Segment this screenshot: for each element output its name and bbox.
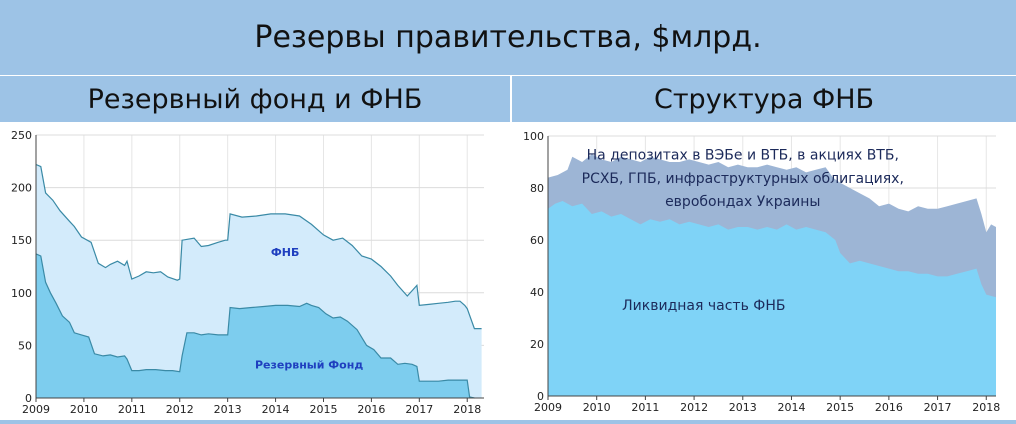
left-xtick-label-1: 2010	[70, 403, 98, 416]
left-line-1	[35, 253, 475, 399]
reserves-chart: 0 50 100 150 200 250 2009 2010 2011 2012 2013 2014 2…	[11, 129, 484, 416]
fnb-structure-chart: 0 20 40 60 80 100 2009 2010 2011 2012 2013 2014 2015…	[523, 130, 1000, 414]
right-xtick-label-2: 2011	[631, 401, 659, 414]
right-xtick-label-7: 2016	[875, 401, 903, 414]
left-xtick-label-3: 2012	[166, 403, 194, 416]
left-xtick-label-4: 2013	[214, 403, 242, 416]
right-xtick-label-0: 2009	[534, 401, 562, 414]
left-xtick-label-5: 2014	[262, 403, 290, 416]
left-ytick-label-1: 50	[18, 339, 32, 352]
left-ytick-label-2: 100	[11, 287, 32, 300]
left-line-2	[35, 163, 482, 330]
left-xtick-label-7: 2016	[357, 403, 385, 416]
left-ytick-label-4: 200	[11, 182, 32, 195]
right-xtick-label-1: 2010	[583, 401, 611, 414]
panel-divider	[510, 75, 512, 420]
left-chart-title: Резервный фонд и ФНБ	[87, 83, 423, 115]
right-ytick-label-5: 100	[523, 130, 544, 143]
left-ytick-label-3: 150	[11, 234, 32, 247]
right-ytick-label-1: 20	[530, 338, 544, 351]
right-xtick-label-9: 2018	[972, 401, 1000, 414]
left-xtick-label-9: 2018	[453, 403, 481, 416]
right-chart-title: Структура ФНБ	[653, 83, 875, 115]
right-chart-title-bar: Структура ФНБ	[512, 76, 1016, 122]
page-title: Резервы правительства, $млрд.	[254, 20, 762, 55]
left-chart-title-bar: Резервный фонд и ФНБ	[0, 76, 510, 122]
right-chart-panel: 0 20 40 60 80 100 2009 2010 2011 2012 2013 2014 2015…	[512, 122, 1016, 420]
right-xtick-label-8: 2017	[924, 401, 952, 414]
left-area-1	[36, 253, 475, 398]
right-ytick-label-3: 60	[530, 234, 544, 247]
right-ytick-label-2: 40	[530, 286, 544, 299]
left-annotation-1: Резервный Фонд	[255, 359, 363, 372]
left-area-2	[36, 164, 482, 398]
right-ytick-label-0: 0	[537, 390, 544, 403]
right-area-1	[548, 201, 996, 396]
right-xtick-label-5: 2014	[777, 401, 805, 414]
right-ytick-label-4: 80	[530, 182, 544, 195]
right-annotation-1: РСХБ, ГПБ, инфраструктурных облигациях,	[582, 171, 904, 187]
left-xtick-label-2: 2011	[118, 403, 146, 416]
right-annotation-0: На депозитах в ВЭБе и ВТБ, в акциях ВТБ,	[587, 147, 899, 163]
left-ytick-label-0: 0	[25, 392, 32, 405]
right-xtick-label-3: 2012	[680, 401, 708, 414]
right-annotation-3: Ликвидная часть ФНБ	[622, 298, 785, 314]
right-annotation-2: евробондах Украины	[665, 194, 820, 210]
left-annotation-0: ФНБ	[271, 246, 300, 259]
right-xtick-label-4: 2013	[729, 401, 757, 414]
left-ytick-label-5: 250	[11, 129, 32, 142]
page-header: Резервы правительства, $млрд.	[0, 0, 1016, 76]
left-chart-panel: 0 50 100 150 200 250 2009 2010 2011 2012 2013 2014 2…	[0, 122, 510, 420]
left-xtick-label-0: 2009	[22, 403, 50, 416]
right-xtick-label-6: 2015	[826, 401, 854, 414]
left-xtick-label-6: 2015	[309, 403, 337, 416]
left-xtick-label-8: 2017	[405, 403, 433, 416]
